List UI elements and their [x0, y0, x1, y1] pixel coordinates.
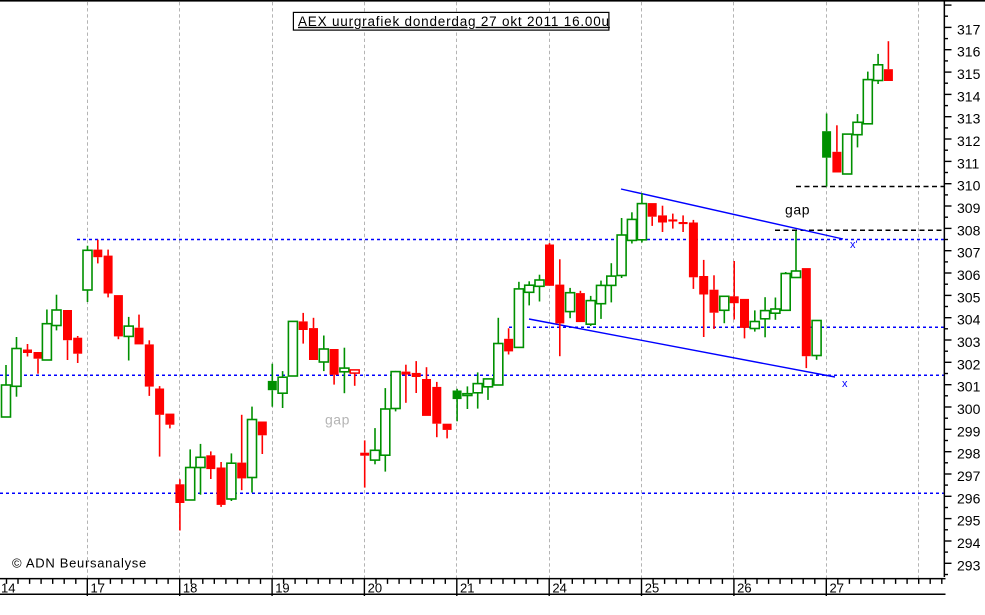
svg-text:305: 305: [957, 289, 981, 305]
svg-text:296: 296: [957, 490, 981, 506]
svg-text:gap: gap: [785, 202, 810, 218]
svg-text:27: 27: [830, 580, 844, 595]
svg-text:313: 313: [957, 111, 981, 127]
svg-text:294: 294: [957, 535, 981, 551]
svg-text:316: 316: [957, 44, 981, 60]
svg-text:314: 314: [957, 88, 981, 104]
svg-text:306: 306: [957, 267, 981, 283]
svg-text:311: 311: [957, 155, 980, 171]
svg-text:14: 14: [1, 580, 15, 595]
svg-text:19: 19: [275, 580, 289, 595]
svg-text:299: 299: [957, 423, 981, 439]
svg-text:26: 26: [737, 580, 751, 595]
svg-text:303: 303: [957, 334, 981, 350]
svg-text:317: 317: [957, 21, 981, 37]
svg-text:24: 24: [552, 580, 566, 595]
svg-text:309: 309: [957, 200, 981, 216]
svg-text:297: 297: [957, 468, 981, 484]
svg-text:304: 304: [957, 312, 981, 328]
svg-text:307: 307: [957, 245, 981, 261]
svg-text:298: 298: [957, 446, 981, 462]
svg-text:308: 308: [957, 222, 981, 238]
svg-text:17: 17: [91, 580, 105, 595]
svg-text:315: 315: [957, 66, 981, 82]
svg-text:25: 25: [645, 580, 659, 595]
svg-text:x: x: [842, 378, 848, 390]
svg-text:300: 300: [957, 401, 981, 417]
svg-text:x': x': [850, 239, 858, 251]
svg-text:293: 293: [957, 557, 981, 573]
svg-text:310: 310: [957, 178, 981, 194]
svg-text:295: 295: [957, 513, 981, 529]
svg-text:301: 301: [957, 379, 981, 395]
svg-text:21: 21: [460, 580, 474, 595]
svg-text:18: 18: [183, 580, 197, 595]
svg-text:20: 20: [368, 580, 382, 595]
svg-text:© ADN Beursanalyse: © ADN Beursanalyse: [12, 556, 147, 571]
svg-text:312: 312: [957, 133, 981, 149]
svg-text:302: 302: [957, 356, 981, 372]
svg-text:gap: gap: [325, 412, 350, 428]
svg-text:AEX uurgrafiek donderdag 27 ok: AEX uurgrafiek donderdag 27 okt 2011 16.…: [298, 14, 610, 29]
